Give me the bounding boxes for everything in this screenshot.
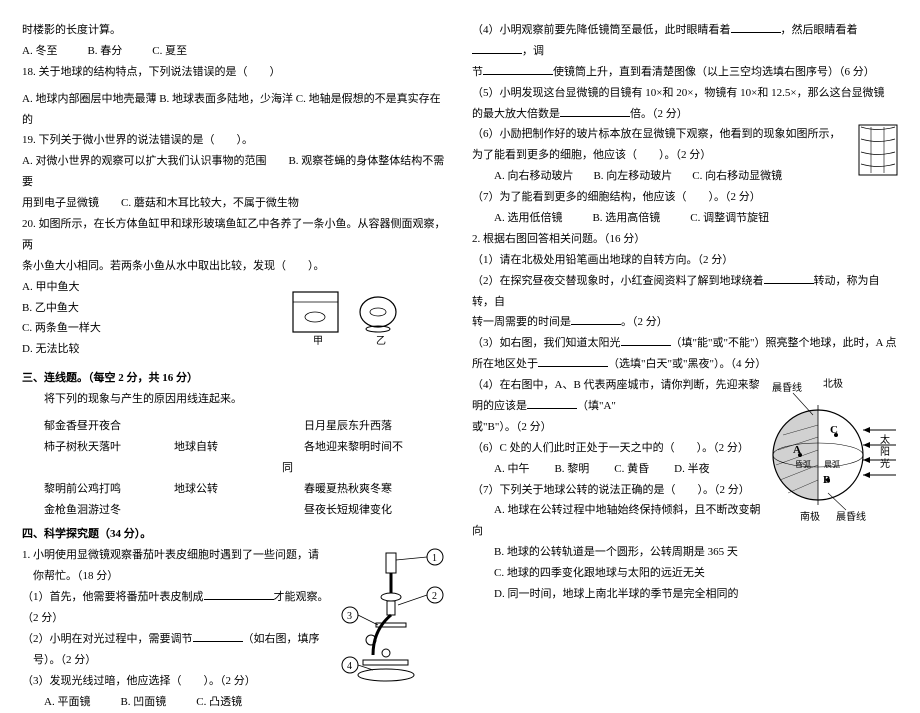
svg-text:乙: 乙: [376, 335, 386, 347]
r4b: 为了能看到更多的细胞，他应该（ ）。（2 分）: [472, 145, 858, 166]
section-3-title: 三、连线题。（每空 2 分，共 16 分）: [22, 368, 448, 389]
cell-figure: [858, 124, 898, 187]
q2-1: （1）请在北极处用铅笔画出地球的自转方向。（2 分）: [472, 250, 898, 271]
match-row: 黎明前公鸡打鸣 地球公转 春暖夏热秋爽冬寒: [22, 479, 448, 500]
r5-opts: A. 选用低倍镜 B. 选用高倍镜 C. 调整调节旋钮: [472, 208, 898, 229]
r3b: 的最大放大倍数是倍。（2 分）: [472, 104, 898, 125]
svg-text:3: 3: [347, 611, 352, 622]
section-4-title: 四、科学探究题（34 分）。: [22, 524, 448, 545]
earth-diagram: 北极 晨昏线 A B C: [768, 375, 898, 605]
q2-6a: A. 地球在公转过程中地轴始终保持倾斜，且不断改变朝向: [472, 500, 768, 542]
svg-text:太: 太: [880, 433, 890, 446]
svg-text:甲: 甲: [313, 336, 323, 347]
r2: 节使镜筒上升，直到看清楚图像（以上三空均选填右图序号）（6 分）: [472, 62, 898, 83]
q19-opt-a: A. 对微小世界的观察可以扩大我们认识事物的范围 B. 观察苍蝇的身体整体结构不…: [22, 151, 448, 193]
svg-text:晨弧: 晨弧: [824, 459, 840, 469]
q2-5-opts: A. 中午 B. 黎明 C. 黄昏 D. 半夜: [472, 459, 768, 480]
q4-1-1c: （2 分）: [22, 608, 338, 629]
svg-text:光: 光: [880, 457, 890, 470]
fish-tank-figure: 甲 乙: [288, 277, 448, 361]
match-row: 柿子树秋天落叶 地球自转 各地迎来黎明时间不同: [22, 437, 448, 479]
r5: （7）为了能看到更多的细胞结构，他应该（ ）。（2 分）: [472, 187, 898, 208]
q4-1b: 你帮忙。（18 分）: [22, 566, 338, 587]
q2-2: （2）在探究昼夜交替现象时，小红查阅资料了解到地球绕着转动，称为自转，自: [472, 271, 898, 313]
r1: （4）小明观察前要先降低镜筒至最低，此时眼睛看着，然后眼睛看着，调: [472, 20, 898, 62]
option-row: A. 冬至 B. 春分 C. 夏至: [22, 41, 448, 62]
q4-1-2c: 号）。（2 分）: [22, 650, 338, 671]
q2-5: （6）C 处的人们此时正处于一天之中的（ ）。（2 分）: [472, 438, 768, 459]
q2-4c: 或"B"）。（2 分）: [472, 417, 768, 438]
question-20: 20. 如图所示，在长方体鱼缸甲和球形玻璃鱼缸乙中各养了一条小鱼。从容器侧面观察…: [22, 214, 448, 256]
q20-opt-a: A. 甲中鱼大: [22, 277, 288, 298]
question-18: 18. 关于地球的结构特点，下列说法错误的是（ ）: [22, 62, 448, 83]
north-label: 北极: [823, 377, 843, 390]
svg-text:4: 4: [347, 661, 352, 672]
svg-text:昏弧: 昏弧: [795, 459, 811, 469]
q4-1-2: （2）小明在对光过程中，需要调节（如右图，填序: [22, 629, 338, 650]
q20-opt-b: B. 乙中鱼大: [22, 298, 288, 319]
text-line: 时楼影的长度计算。: [22, 20, 448, 41]
svg-text:晨昏线: 晨昏线: [836, 510, 866, 523]
svg-text:晨昏线: 晨昏线: [772, 381, 802, 394]
sec3-instruction: 将下列的现象与产生的原因用线连起来。: [22, 389, 448, 410]
q18-options: A. 地球内部圈层中地壳最薄 B. 地球表面多陆地，少海洋 C. 地轴是假想的不…: [22, 89, 448, 131]
right-column: （4）小明观察前要先降低镜筒至最低，此时眼睛看着，然后眼睛看着，调 节使镜筒上升…: [460, 20, 910, 640]
svg-text:阳: 阳: [880, 446, 890, 458]
q2-4: （4）在右图中，A、B 代表两座城市，请你判断，先迎来黎明的应该是（填"A": [472, 375, 768, 417]
q2-6b: B. 地球的公转轨道是一个圆形，公转周期是 365 天: [472, 542, 768, 563]
r3: （5）小明发现这台显微镜的目镜有 10×和 20×，物镜有 10×和 12.5×…: [472, 83, 898, 104]
q4-1: 1. 小明使用显微镜观察番茄叶表皮细胞时遇到了一些问题，请: [22, 545, 338, 566]
option: A. 冬至: [22, 41, 57, 62]
q19-opt-b: 用到电子显微镜 C. 蘑菇和木耳比较大，不属于微生物: [22, 193, 448, 214]
q2-6: （7）下列关于地球公转的说法正确的是（ ）。（2 分）: [472, 480, 768, 501]
q4-1-3: （3）发现光线过暗，他应选择（ ）。（2 分）: [22, 671, 338, 692]
q2: 2. 根据右图回答相关问题。（16 分）: [472, 229, 898, 250]
question-19: 19. 下列关于微小世界的说法错误的是（ ）。: [22, 130, 448, 151]
q2-3c: 所在地区处于（选填"白天"或"黑夜"）。（4 分）: [472, 354, 898, 375]
option: B. 春分: [87, 41, 122, 62]
match-row: 郁金香昼开夜合 日月星辰东升西落: [22, 416, 448, 437]
r4-opts: A. 向右移动玻片 B. 向左移动玻片 C. 向右移动显微镜: [472, 166, 858, 187]
microscope-figure: 1 2 3 4: [338, 545, 448, 712]
match-row: 金枪鱼洄游过冬 昼夜长短规律变化: [22, 500, 448, 521]
q2-6c: C. 地球的四季变化跟地球与太阳的远近无关: [472, 563, 768, 584]
svg-text:南极: 南极: [800, 510, 820, 523]
q4-1-3-opts: A. 平面镜 B. 凹面镜 C. 凸透镜: [22, 692, 338, 713]
option: C. 夏至: [152, 41, 187, 62]
svg-text:2: 2: [432, 591, 437, 602]
q4-1-1: （1）首先，他需要将番茄叶表皮制成才能观察。: [22, 587, 338, 608]
q2-6d: D. 同一时间，地球上南北半球的季节是完全相同的: [472, 584, 768, 605]
q2-2c: 转一周需要的时间是。（2 分）: [472, 312, 898, 333]
r4: （6）小励把制作好的玻片标本放在显微镜下观察，他看到的现象如图所示，: [472, 124, 858, 145]
svg-text:1: 1: [432, 553, 437, 564]
q20-line2: 条小鱼大小相同。若两条小鱼从水中取出比较，发现（ ）。: [22, 256, 448, 277]
left-column: 时楼影的长度计算。 A. 冬至 B. 春分 C. 夏至 18. 关于地球的结构特…: [10, 20, 460, 640]
q2-3: （3）如右图，我们知道太阳光（填"能"或"不能"）照亮整个地球，此时，A 点: [472, 333, 898, 354]
q20-opt-d: D. 无法比较: [22, 339, 288, 360]
q20-opt-c: C. 两条鱼一样大: [22, 318, 288, 339]
